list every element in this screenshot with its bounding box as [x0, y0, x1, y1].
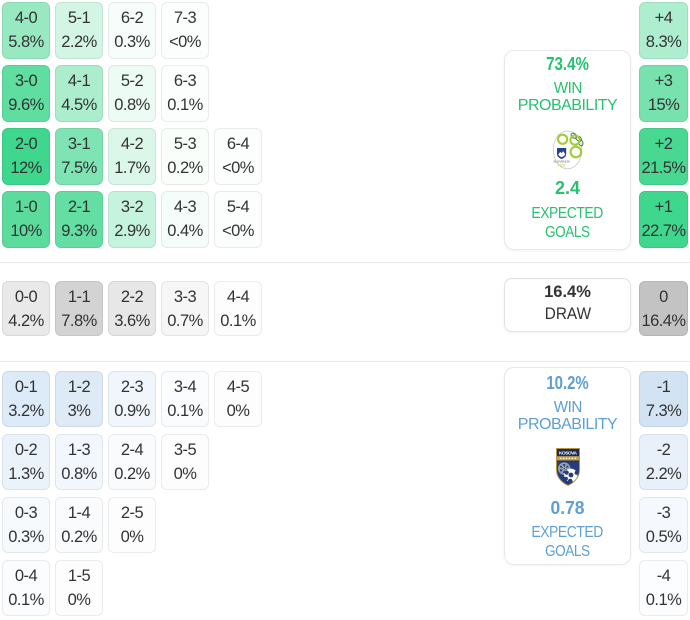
svg-text:KOSOVA: KOSOVA: [559, 451, 578, 457]
svg-text:SLOVENIJA: SLOVENIJA: [553, 159, 570, 163]
svg-text:NZS: NZS: [558, 163, 566, 167]
